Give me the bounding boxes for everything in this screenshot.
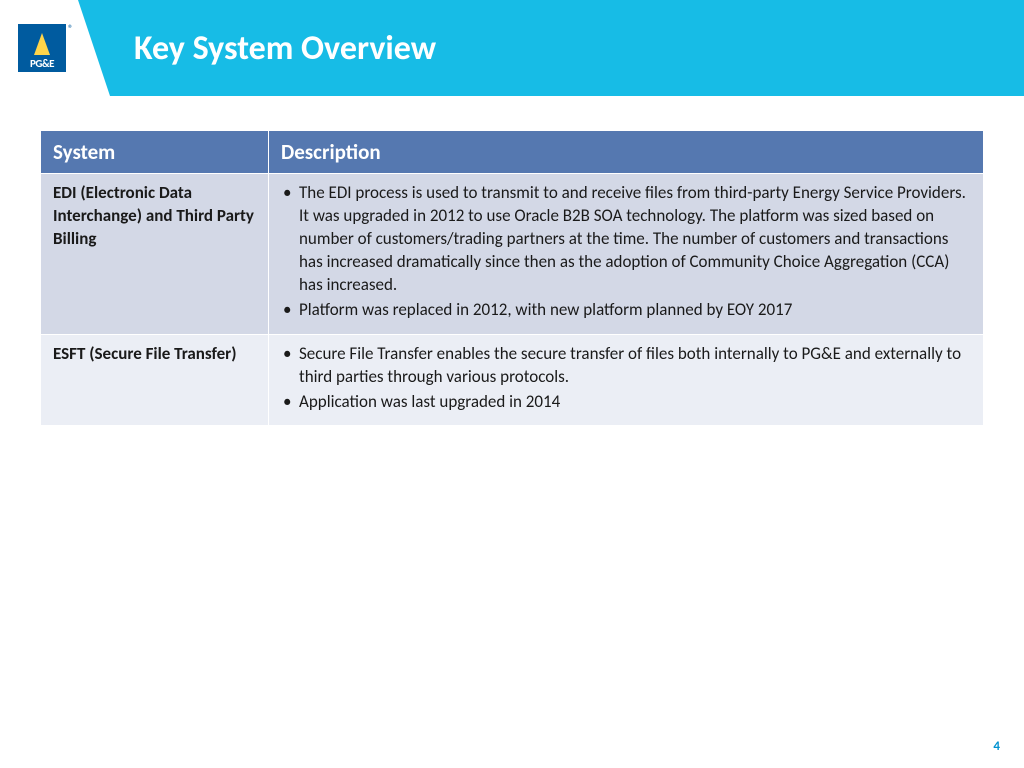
page-number: 4 [993, 739, 1000, 754]
list-item: The EDI process is used to transmit to a… [281, 182, 971, 297]
table-row: EDI (Electronic Data Interchange) and Th… [41, 174, 984, 335]
list-item: Secure File Transfer enables the secure … [281, 343, 971, 389]
cell-description: The EDI process is used to transmit to a… [269, 174, 984, 335]
pge-logo: PG&E [18, 24, 66, 72]
col-header-description: Description [269, 131, 984, 174]
list-item: Application was last upgraded in 2014 [281, 391, 971, 414]
bullet-list: The EDI process is used to transmit to a… [281, 182, 971, 322]
logo-text: PG&E [30, 57, 54, 70]
systems-table: System Description EDI (Electronic Data … [40, 130, 984, 426]
logo-triangle-icon [34, 33, 50, 55]
bullet-list: Secure File Transfer enables the secure … [281, 343, 971, 414]
slide-title: Key System Overview [134, 28, 436, 69]
table-row: ESFT (Secure File Transfer) Secure File … [41, 334, 984, 426]
table-header-row: System Description [41, 131, 984, 174]
cell-system: EDI (Electronic Data Interchange) and Th… [41, 174, 269, 335]
slide-header: PG&E ® Key System Overview [0, 0, 1024, 96]
registered-mark: ® [68, 22, 73, 35]
col-header-system: System [41, 131, 269, 174]
cell-system: ESFT (Secure File Transfer) [41, 334, 269, 426]
list-item: Platform was replaced in 2012, with new … [281, 299, 971, 322]
cell-description: Secure File Transfer enables the secure … [269, 334, 984, 426]
slide-content: System Description EDI (Electronic Data … [0, 96, 1024, 426]
